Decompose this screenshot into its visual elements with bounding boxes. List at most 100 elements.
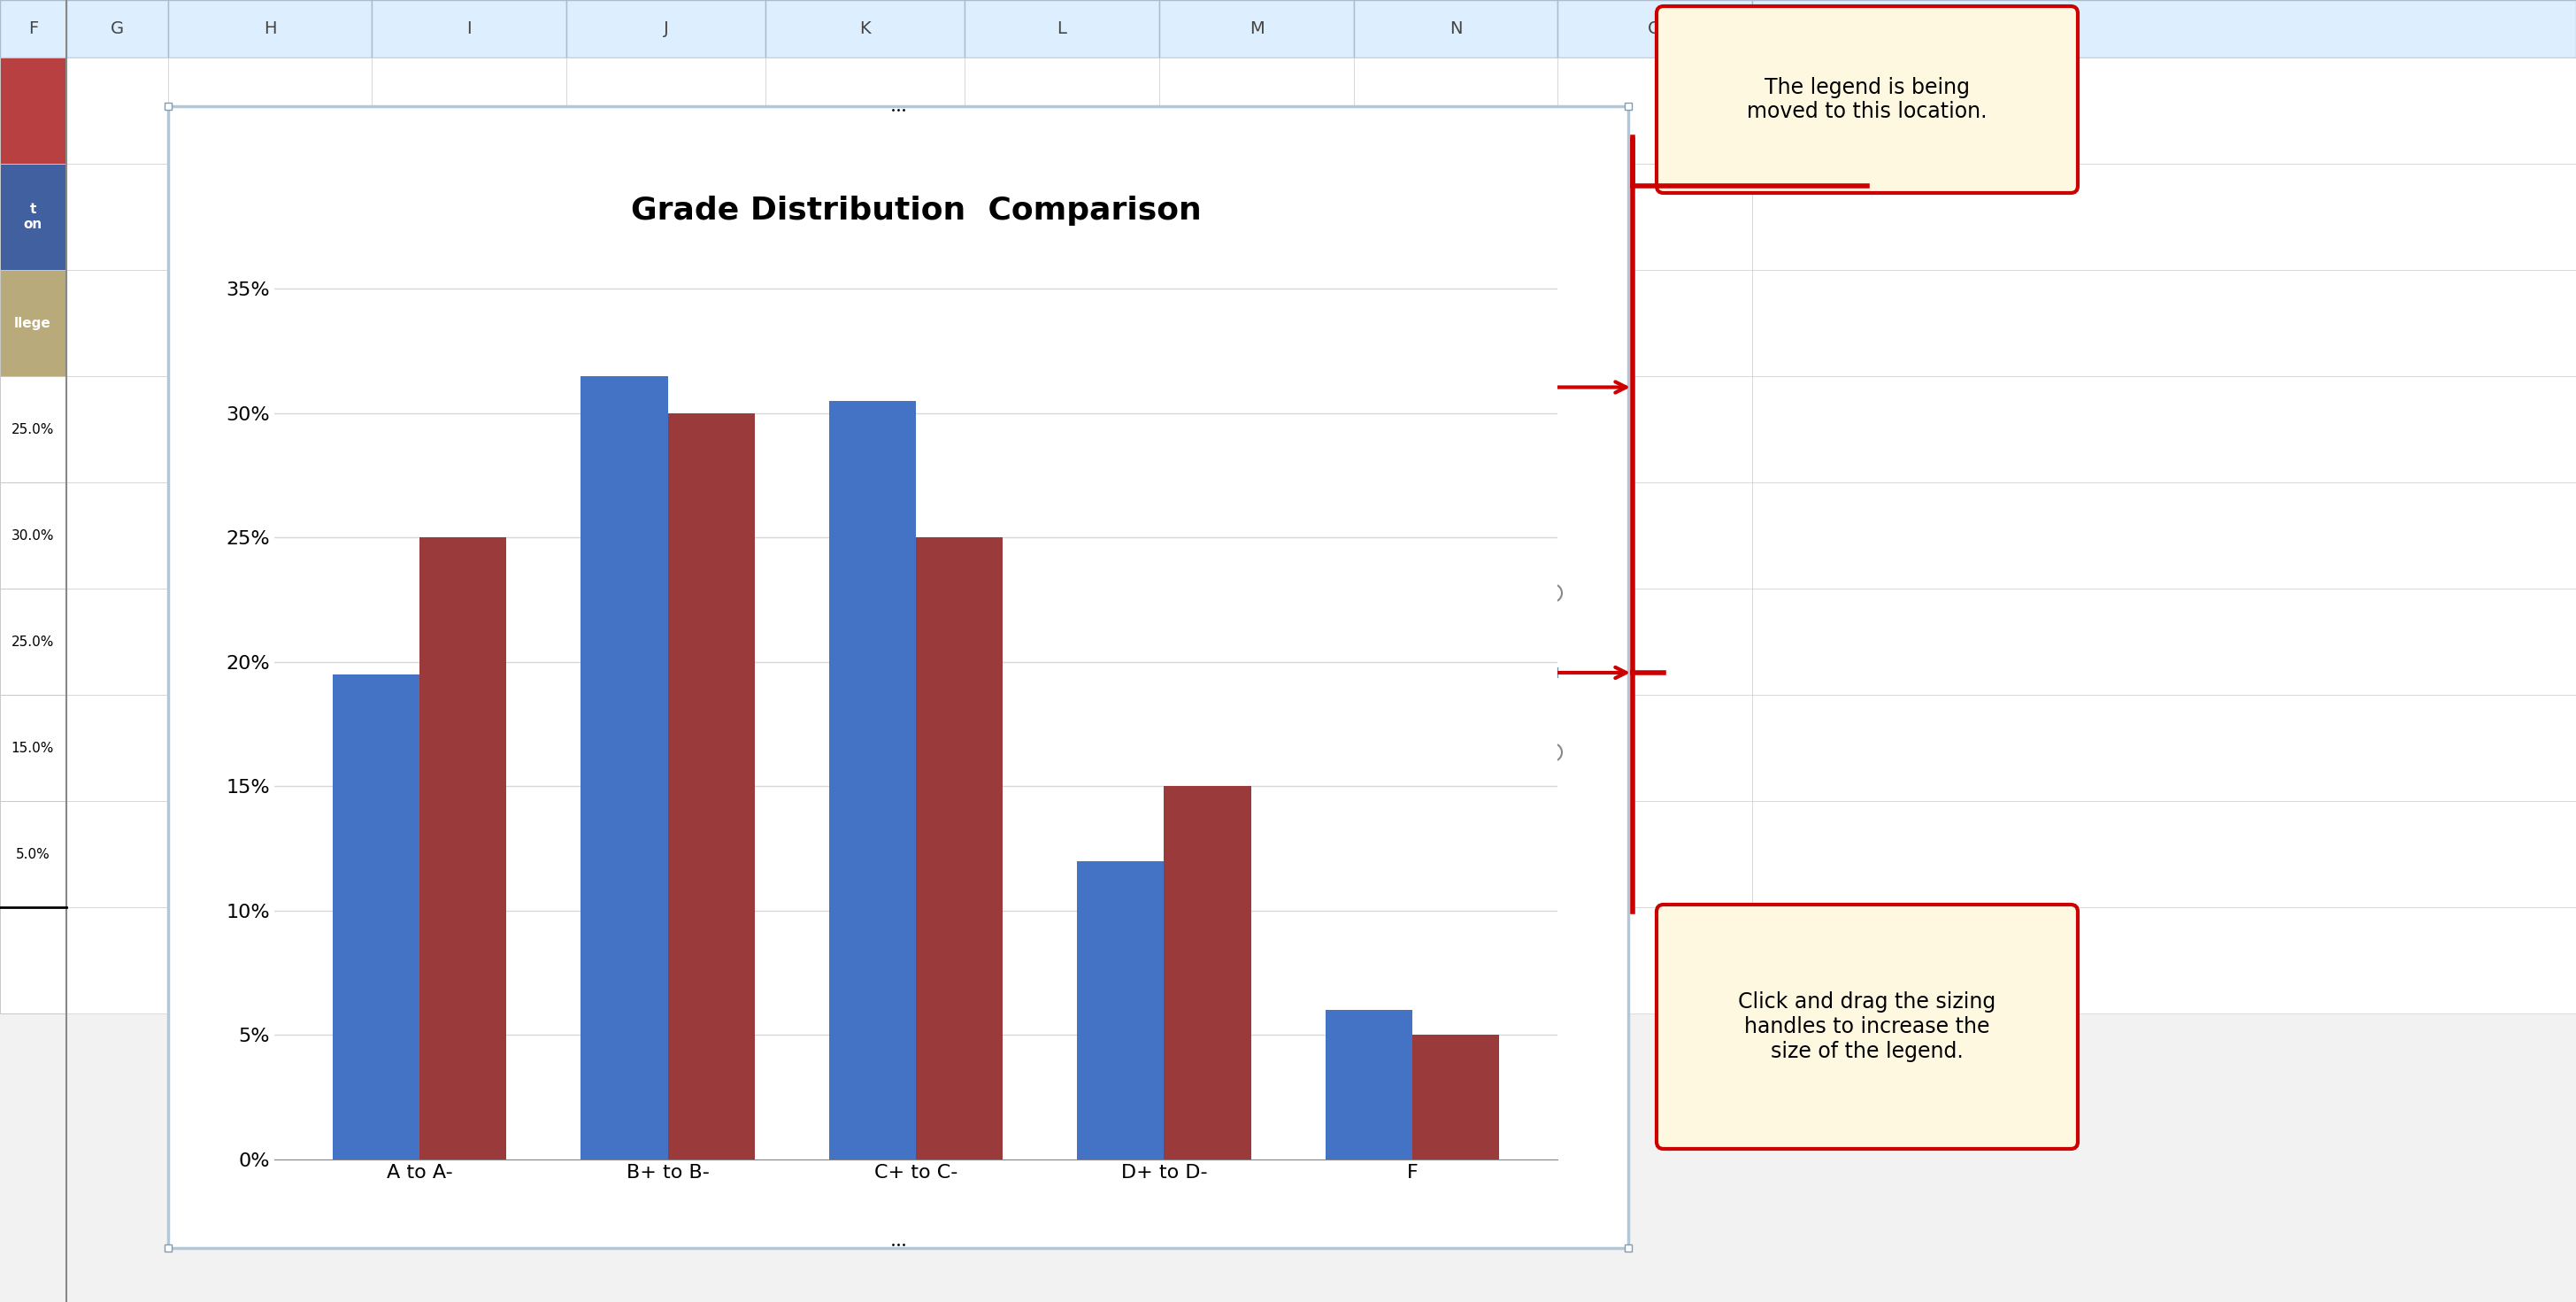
Bar — [0, 695, 67, 801]
Text: N: N — [1450, 21, 1463, 38]
Bar — [567, 164, 765, 270]
Bar — [765, 0, 963, 57]
Bar — [1340, 592, 1553, 753]
Text: G: G — [111, 21, 124, 38]
Bar — [765, 801, 963, 907]
Bar — [765, 589, 963, 695]
Bar — [67, 0, 167, 57]
Bar — [332, 674, 420, 1160]
Bar — [167, 57, 371, 164]
Bar — [167, 270, 371, 376]
Text: O: O — [1649, 21, 1662, 38]
Text: t
on: t on — [23, 203, 41, 232]
Bar — [963, 376, 1159, 482]
Bar — [1443, 747, 1450, 756]
Bar — [0, 164, 67, 270]
Bar — [1548, 668, 1558, 677]
Bar — [567, 801, 765, 907]
Text: Class: Class — [1386, 621, 1437, 638]
Bar — [371, 907, 567, 1013]
Bar — [667, 413, 755, 1160]
Bar — [1752, 801, 2576, 907]
Title: Grade Distribution  Comparison: Grade Distribution Comparison — [631, 195, 1200, 225]
Bar — [567, 589, 765, 695]
Circle shape — [1543, 585, 1561, 602]
Bar — [1164, 786, 1252, 1160]
Bar — [167, 376, 371, 482]
Bar — [1752, 589, 2576, 695]
Bar — [765, 482, 963, 589]
Bar — [0, 482, 67, 589]
Text: 5.0%: 5.0% — [15, 848, 49, 861]
Bar — [420, 538, 507, 1160]
Bar — [371, 589, 567, 695]
Bar — [165, 103, 173, 109]
Bar — [1752, 482, 2576, 589]
Bar — [371, 164, 567, 270]
Bar — [0, 589, 67, 695]
Bar — [963, 164, 1159, 270]
FancyBboxPatch shape — [1656, 7, 2079, 193]
Bar — [371, 57, 567, 164]
Bar — [917, 538, 1002, 1160]
Bar — [167, 589, 371, 695]
Bar — [765, 57, 963, 164]
Bar — [1355, 801, 1558, 907]
Bar — [0, 57, 67, 164]
Bar — [963, 270, 1159, 376]
Bar — [567, 270, 765, 376]
Bar — [1558, 376, 1752, 482]
Bar — [67, 801, 167, 907]
Text: H: H — [263, 21, 276, 38]
Bar — [371, 801, 567, 907]
Bar — [567, 907, 765, 1013]
Bar — [1355, 482, 1558, 589]
Bar — [67, 164, 167, 270]
Circle shape — [1332, 743, 1350, 762]
Bar — [1159, 57, 1355, 164]
Bar — [1625, 1245, 1631, 1251]
Bar — [67, 270, 167, 376]
Bar — [1355, 376, 1558, 482]
Bar — [1355, 589, 1558, 695]
Bar — [1558, 695, 1752, 801]
Bar — [1077, 861, 1164, 1160]
Text: College: College — [1386, 658, 1461, 676]
Bar — [1358, 656, 1378, 676]
Bar — [1558, 482, 1752, 589]
Bar — [829, 401, 917, 1160]
Bar — [1558, 589, 1752, 695]
Bar — [963, 589, 1159, 695]
Bar — [167, 907, 371, 1013]
Bar — [0, 801, 67, 907]
Bar — [167, 164, 371, 270]
Bar — [167, 801, 371, 907]
Bar — [1355, 57, 1558, 164]
Bar — [567, 482, 765, 589]
Text: F: F — [28, 21, 39, 38]
Bar — [963, 0, 1159, 57]
Bar — [1265, 262, 1492, 513]
Bar — [963, 482, 1159, 589]
Bar — [1355, 270, 1558, 376]
Bar — [0, 376, 67, 482]
Bar — [1558, 801, 1752, 907]
Text: 15.0%: 15.0% — [10, 741, 54, 755]
Bar — [1159, 801, 1355, 907]
Bar — [1159, 695, 1355, 801]
Bar — [1558, 270, 1752, 376]
Bar — [371, 0, 567, 57]
Bar — [1443, 589, 1450, 598]
Text: ✛: ✛ — [1368, 375, 1388, 400]
Bar — [1752, 907, 2576, 1013]
Bar — [1159, 164, 1355, 270]
Bar — [963, 57, 1159, 164]
Bar — [1558, 57, 1752, 164]
Bar — [1355, 695, 1558, 801]
Bar — [165, 1245, 173, 1251]
Bar — [963, 907, 1159, 1013]
Bar — [1558, 164, 1752, 270]
Bar — [67, 589, 167, 695]
Text: L: L — [1056, 21, 1066, 38]
Bar — [1355, 907, 1558, 1013]
